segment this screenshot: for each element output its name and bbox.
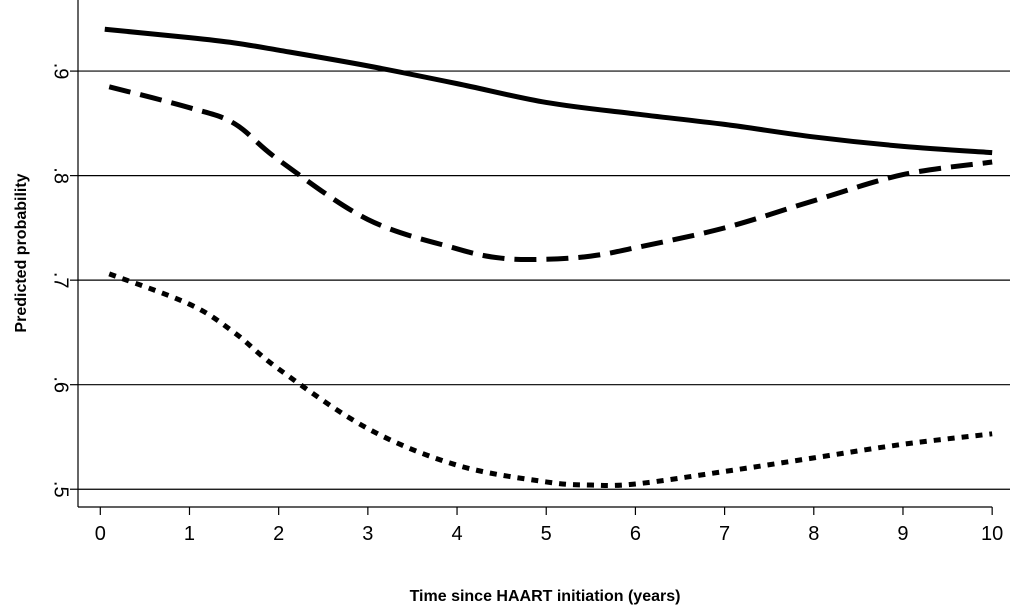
x-tick-label: 6 <box>630 523 641 545</box>
x-tick-label: 5 <box>541 523 552 545</box>
x-tick-label: 7 <box>719 523 730 545</box>
x-tick-label: 10 <box>981 523 1003 545</box>
y-tick-label: .9 <box>50 63 72 80</box>
y-tick-label: .5 <box>50 481 72 498</box>
series-line <box>108 84 993 263</box>
x-tick-label: 2 <box>273 523 284 545</box>
series-line <box>104 26 993 156</box>
x-tick-label: 0 <box>95 523 106 545</box>
x-tick-label: 3 <box>362 523 373 545</box>
x-tick-label: 9 <box>897 523 908 545</box>
y-axis-title: Predicted probability <box>13 173 30 332</box>
x-axis-title: Time since HAART initiation (years) <box>410 588 681 605</box>
series-line <box>108 271 993 489</box>
y-tick-label: .8 <box>50 167 72 184</box>
x-tick-label: 8 <box>808 523 819 545</box>
y-tick-label: .6 <box>50 376 72 393</box>
y-tick-label: .7 <box>50 272 72 289</box>
x-tick-label: 4 <box>451 523 462 545</box>
x-tick-label: 1 <box>184 523 195 545</box>
